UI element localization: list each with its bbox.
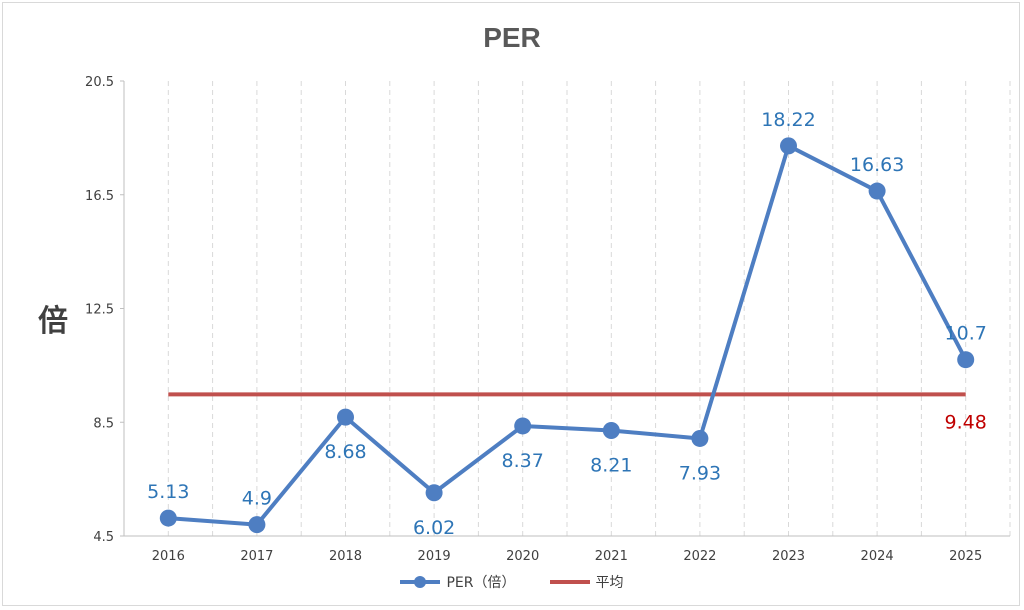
chart-title: PER: [483, 22, 541, 53]
legend-label-average: 平均: [595, 575, 624, 591]
data-point-per: [248, 516, 266, 534]
y-tick-label: 16.5: [85, 189, 114, 204]
y-tick-label: 12.5: [85, 303, 114, 318]
x-tick-label: 2019: [418, 549, 451, 564]
data-label-per: 6.02: [413, 517, 455, 539]
legend-item-average: 平均: [549, 572, 624, 592]
data-point-per: [602, 421, 620, 439]
data-point-per: [514, 417, 532, 435]
average-label: 9.48: [945, 411, 987, 433]
data-point-per: [159, 509, 177, 527]
x-tick-label: 2016: [152, 549, 185, 564]
y-tick-label: 20.5: [85, 75, 114, 90]
x-tick-label: 2025: [949, 549, 982, 564]
data-label-per: 7.93: [679, 462, 721, 484]
data-point-per: [868, 182, 886, 200]
data-label-per: 8.68: [324, 441, 366, 463]
grid-layer: [123, 81, 1011, 536]
x-tick-label: 2018: [329, 549, 362, 564]
legend-item-per: PER（倍）: [400, 572, 516, 592]
series-layer: [159, 137, 975, 534]
data-point-per: [337, 408, 354, 426]
data-point-per: [957, 351, 975, 369]
data-point-per: [780, 137, 797, 155]
data-label-per: 10.7: [945, 323, 987, 345]
data-point-per: [425, 484, 443, 502]
data-label-per: 8.37: [502, 450, 544, 472]
series-line-per: [168, 143, 968, 527]
x-tick-label: 2023: [772, 549, 805, 564]
axis-layer: 20.5 16.5 12.5 8.5 4.5 2016 2017 2018 2019 2020 20…: [85, 75, 1010, 564]
data-label-per: 4.9: [242, 488, 272, 510]
y-tick-label: 8.5: [93, 416, 114, 431]
data-label-per: 16.63: [850, 154, 904, 176]
x-tick-label: 2022: [683, 549, 716, 564]
legend-marker-per: [414, 576, 427, 588]
legend-line-average: [549, 580, 590, 584]
average-layer: 9.48: [168, 392, 987, 433]
x-tick-label: 2020: [506, 549, 539, 564]
data-label-per: 8.21: [590, 454, 632, 476]
label-layer: 5.13 4.9 8.68 6.02 8.37 8.21 7.93 18.22 16.63 10.…: [147, 109, 987, 539]
data-label-per: 5.13: [147, 481, 189, 503]
x-tick-label: 2024: [861, 549, 894, 564]
legend-swatch-average: [549, 575, 590, 589]
y-axis-label: 倍: [38, 304, 68, 339]
data-label-per: 18.22: [761, 109, 815, 131]
y-tick-label: 4.5: [93, 530, 114, 545]
x-tick-label: 2017: [240, 549, 273, 564]
legend-swatch-per: [400, 575, 441, 589]
x-tick-label: 2021: [595, 549, 628, 564]
legend: PER（倍） 平均: [0, 572, 1024, 592]
legend-label-per: PER（倍）: [446, 575, 516, 591]
data-point-per: [691, 429, 709, 447]
